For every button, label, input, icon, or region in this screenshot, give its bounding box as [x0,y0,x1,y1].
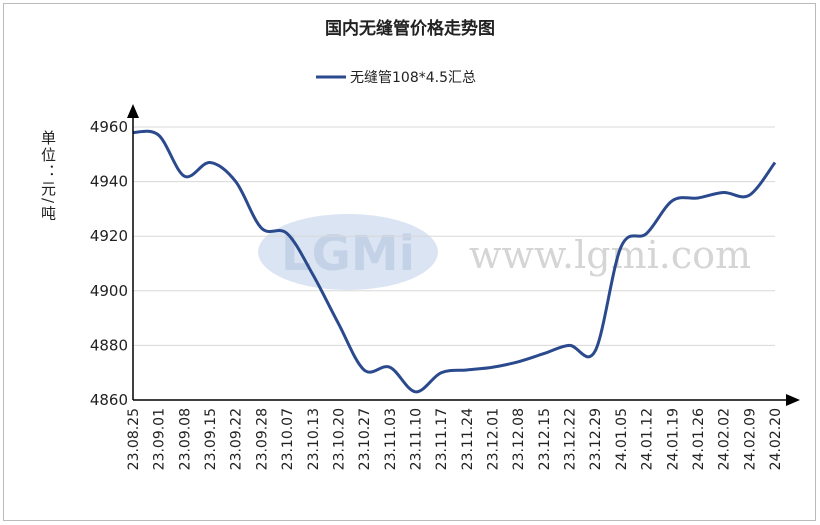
legend-label: 无缝管108*4.5汇总 [350,70,476,86]
x-tick-label: 24.01.12 [640,408,656,470]
x-tick-label: 24.01.05 [614,408,630,470]
x-tick-label: 24.02.09 [742,408,758,470]
y-axis-label: 单位：元/吨 [39,130,57,222]
x-tick-label: 23.10.07 [280,408,296,470]
watermark: LGMi www.lgmi.com [258,214,751,290]
x-tick-label: 23.10.13 [306,408,322,470]
watermark-logo-bg [258,214,438,290]
x-tick-label: 23.11.03 [383,408,399,470]
y-axis-arrow [127,104,139,118]
y-tick-label: 4960 [90,118,128,136]
frame [3,3,816,521]
x-tick-label: 23.09.08 [177,408,193,470]
x-tick-label: 24.01.26 [691,408,707,470]
x-tick-label: 23.10.20 [331,408,347,470]
y-tick-label: 4920 [90,227,128,245]
x-tick-label: 23.10.27 [357,408,373,470]
x-tick-label: 24.01.19 [665,408,681,470]
x-tick-label: 23.09.15 [203,408,219,470]
series-line [132,129,777,394]
y-tick-label: 4880 [90,336,128,354]
x-tick-label: 23.11.10 [408,408,424,470]
x-tick-label: 23.12.22 [563,408,579,470]
x-tick-label: 23.11.24 [460,408,476,470]
x-tick-label: 23.09.22 [229,408,245,470]
x-tick-label: 23.12.29 [588,408,604,470]
watermark-url: www.lgmi.com [469,233,751,277]
x-tick-label: 23.09.01 [152,408,168,470]
x-axis-arrow [786,394,800,406]
x-tick-label: 23.11.17 [434,408,450,470]
watermark-logo: LGMi [281,226,415,282]
x-tick-label: 23.09.28 [254,408,270,470]
x-tick-label: 23.12.15 [537,408,553,470]
chart-title: 国内无缝管价格走势图 [325,18,495,39]
x-tick-label: 24.02.02 [717,408,733,470]
x-tick-label: 23.08.25 [126,408,142,470]
y-tick-label: 4900 [90,282,128,300]
y-tick-label: 4860 [90,391,128,409]
x-tick-label: 24.02.20 [768,408,784,470]
x-tick-label: 23.12.08 [511,408,527,470]
x-tick-label: 23.12.01 [486,408,502,470]
y-tick-label: 4940 [90,173,128,191]
